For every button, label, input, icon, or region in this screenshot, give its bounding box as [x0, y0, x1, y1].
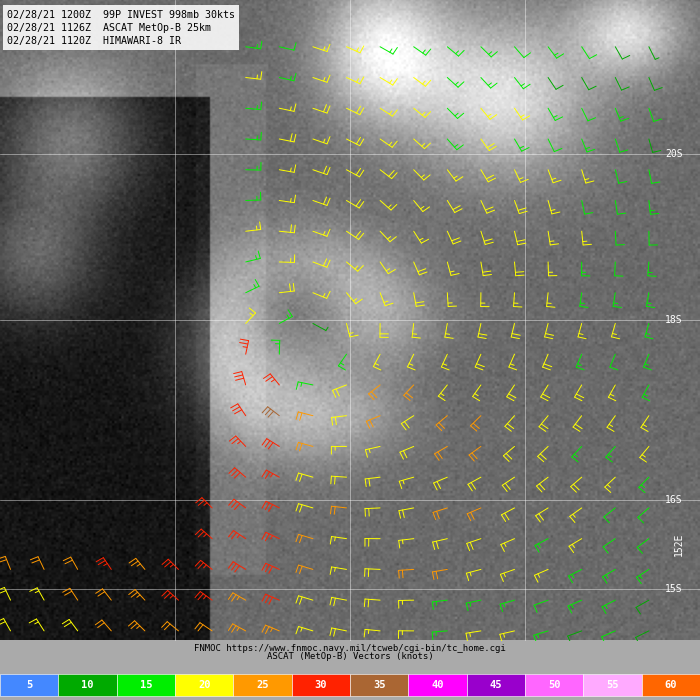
Text: 25: 25	[256, 680, 269, 690]
Text: 16S: 16S	[665, 495, 682, 505]
Bar	[525, 674, 583, 696]
Bar	[292, 674, 350, 696]
Text: 18S: 18S	[665, 315, 682, 326]
Bar	[350, 674, 408, 696]
Text: 50: 50	[548, 680, 561, 690]
Bar	[467, 674, 525, 696]
Text: 40: 40	[431, 680, 444, 690]
Bar	[642, 674, 700, 696]
Text: 60: 60	[664, 680, 677, 690]
Text: ASCAT (MetOp-B) Vectors (knots): ASCAT (MetOp-B) Vectors (knots)	[267, 652, 433, 661]
Bar	[175, 674, 233, 696]
Bar	[408, 674, 467, 696]
Text: 15: 15	[139, 680, 152, 690]
Bar	[233, 674, 292, 696]
Text: 15S: 15S	[665, 584, 682, 594]
Bar	[583, 674, 642, 696]
Text: 10: 10	[81, 680, 94, 690]
Text: 02/28/21 1200Z  99P INVEST 998mb 30kts
02/28/21 1126Z  ASCAT MetOp-B 25km
02/28/: 02/28/21 1200Z 99P INVEST 998mb 30kts 02…	[7, 10, 235, 46]
Text: 35: 35	[373, 680, 386, 690]
Text: 30: 30	[314, 680, 327, 690]
Text: FNMOC https://www.fnmoc.navy.mil/tcweb/cgi-bin/tc_home.cgi: FNMOC https://www.fnmoc.navy.mil/tcweb/c…	[194, 644, 506, 653]
Bar	[117, 674, 175, 696]
Bar	[0, 674, 58, 696]
Bar	[58, 674, 117, 696]
Text: 20S: 20S	[665, 148, 682, 159]
Text: 55: 55	[606, 680, 619, 690]
Text: 45: 45	[489, 680, 502, 690]
Text: 152E: 152E	[674, 533, 684, 557]
Text: 5: 5	[26, 680, 32, 690]
Text: 20: 20	[198, 680, 211, 690]
